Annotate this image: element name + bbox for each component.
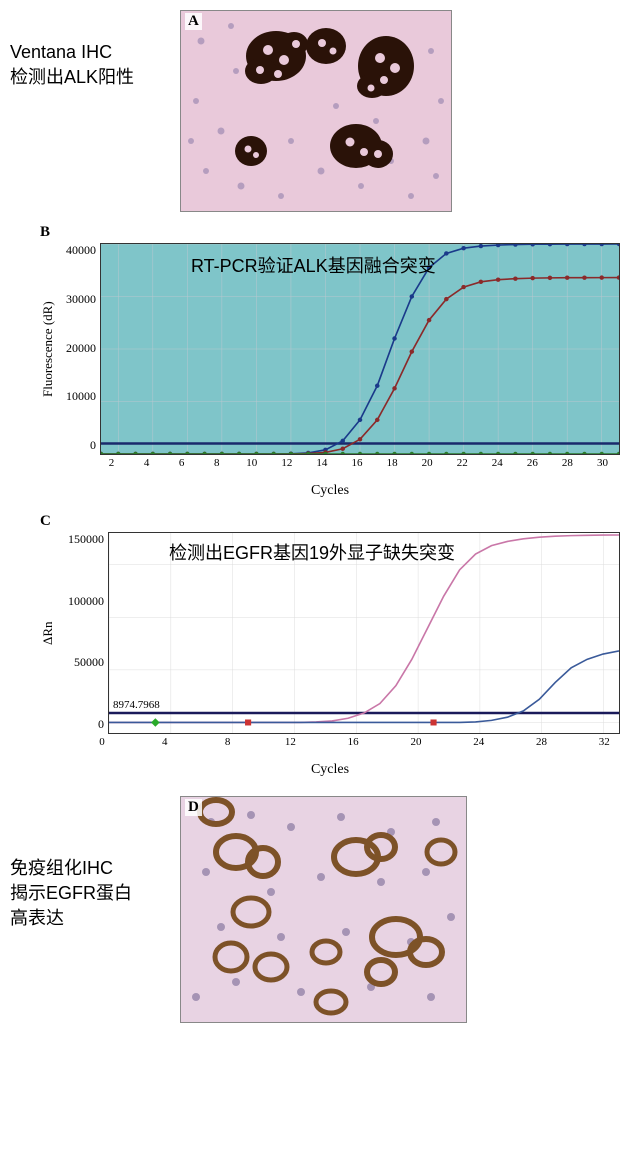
panel-b-plot-area: RT-PCR验证ALK基因融合突变 [100,243,620,455]
micrograph-a-svg [181,11,451,211]
panel-b-yticks: 400003000020000100000 [56,243,100,453]
panel-a-label-line2: 检测出ALK阳性 [10,67,134,87]
panel-c-letter: C [40,513,630,530]
panel-d-letter: D [185,799,202,816]
panel-c-ylabel: ΔRn [40,532,56,734]
panel-a-side-label: Ventana IHC 检测出ALK阳性 [10,10,160,90]
panel-b-xlabel: Cycles [40,483,620,499]
panel-d-label-line1: 免疫组化IHC [10,858,113,878]
panel-b-overlay-title: RT-PCR验证ALK基因融合突变 [191,252,436,278]
panel-a-row: Ventana IHC 检测出ALK阳性 A [10,10,630,212]
panel-d-row: 免疫组化IHC 揭示EGFR蛋白 高表达 D [10,796,630,1023]
panel-c-xticks: 048121620242832 [102,734,620,748]
panel-b-ylabel: Fluorescence (dR) [40,243,56,455]
panel-d-label-line2: 揭示EGFR蛋白 [10,883,132,903]
panel-c-yticks: 150000100000500000 [56,532,108,732]
panel-d-label-line3: 高表达 [10,908,64,928]
panel-a-label-line1: Ventana IHC [10,42,112,62]
panel-a-letter: A [185,13,202,30]
panel-c-plot-area: 检测出EGFR基因19外显子缺失突变 8974.7968 [108,532,620,734]
panel-c-overlay-title: 检测出EGFR基因19外显子缺失突变 [169,539,455,565]
panel-b-container: B Fluorescence (dR) 40000300002000010000… [10,224,630,499]
micrograph-d-svg [181,797,466,1022]
panel-b-chart: Fluorescence (dR) 400003000020000100000 … [40,243,620,499]
panel-c-threshold-label: 8974.7968 [113,699,160,711]
panel-b-xticks: 24681012141618202224262830 [94,455,620,469]
panel-c-container: C ΔRn 150000100000500000 检测出EGFR基因19外显子缺… [10,513,630,778]
panel-d-micrograph: D [180,796,467,1023]
panel-b-letter: B [40,224,630,241]
panel-a-micrograph: A [180,10,452,212]
panel-c-chart: ΔRn 150000100000500000 检测出EGFR基因19外显子缺失突… [40,532,620,778]
panel-d-side-label: 免疫组化IHC 揭示EGFR蛋白 高表达 [10,796,160,932]
panel-c-xlabel: Cycles [40,762,620,778]
